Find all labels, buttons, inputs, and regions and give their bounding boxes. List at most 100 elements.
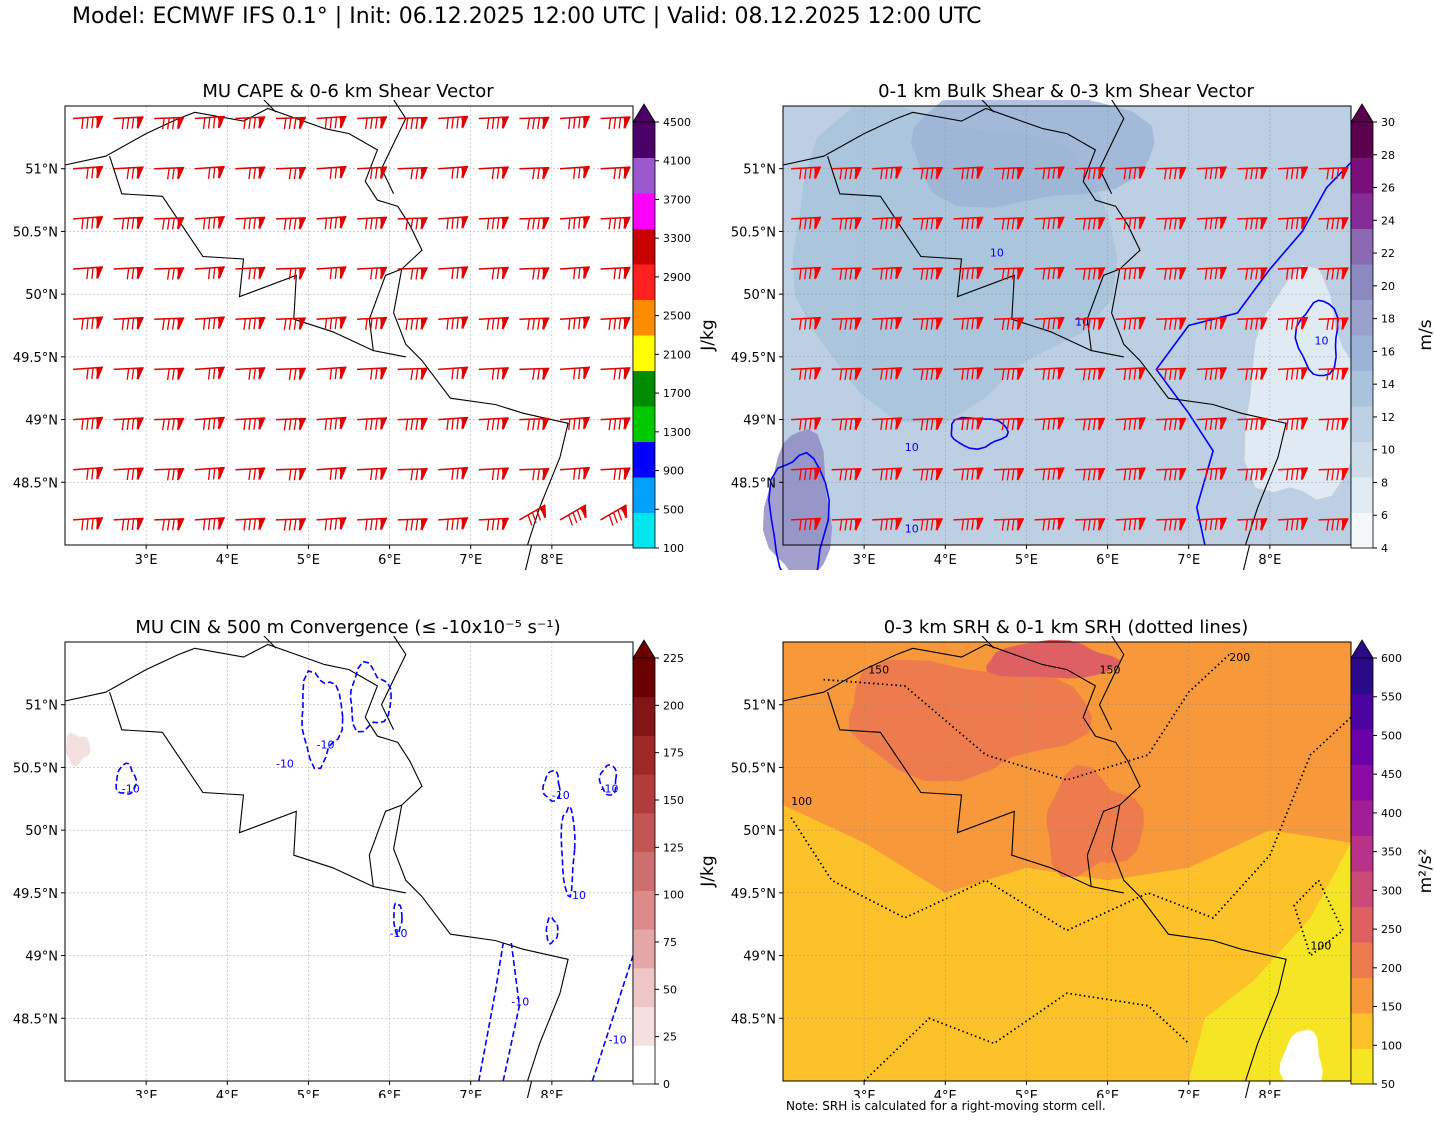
- convergence-contour: [541, 769, 561, 803]
- barb-flag: [501, 518, 505, 530]
- barb-flag: [496, 468, 500, 480]
- barb-flag: [573, 368, 576, 380]
- barb-flag: [961, 469, 965, 481]
- barb-flag: [895, 317, 898, 330]
- barb-flag: [1204, 418, 1208, 431]
- y-tick-label: 49°N: [25, 414, 58, 429]
- barb-flag: [1178, 318, 1182, 330]
- barb-flag: [1326, 469, 1330, 481]
- barb-flag: [1016, 368, 1020, 380]
- contour-line: [950, 416, 1010, 451]
- barb-shaft: [559, 115, 590, 120]
- convergence-contour: [301, 670, 344, 770]
- barb-flag: [1001, 368, 1005, 381]
- barb-flag: [1326, 218, 1330, 230]
- x-tick-label: 8°E: [1258, 1089, 1281, 1098]
- contour-label: -10: [317, 739, 335, 752]
- barb-flag: [207, 267, 211, 280]
- barb-flag: [1250, 218, 1254, 230]
- colorbar-segment: [1351, 1048, 1373, 1085]
- barb-flag: [496, 217, 500, 230]
- colorbar-tick-label: 10: [1381, 444, 1395, 457]
- cin-patch: [66, 732, 91, 767]
- barb-flag: [334, 167, 338, 179]
- barb-flag: [920, 268, 924, 280]
- barb-flag: [131, 117, 135, 129]
- barb-flag: [809, 368, 812, 380]
- colorbar-tick-label: 500: [1381, 729, 1402, 742]
- barb-flag: [1057, 267, 1061, 279]
- x-tick-label: 6°E: [378, 553, 401, 568]
- colorbar-tick-label: 6: [1381, 509, 1388, 522]
- y-tick-label: 50°N: [743, 288, 776, 303]
- barb-flag: [1250, 418, 1254, 431]
- barb-flag: [1341, 318, 1345, 330]
- barb-flag: [1047, 218, 1051, 230]
- barb-flag: [176, 117, 180, 129]
- barb-flag: [212, 267, 216, 279]
- barb-flag: [217, 417, 221, 430]
- barb-flag: [885, 218, 888, 230]
- colorbar-tick-label: 2900: [663, 271, 691, 284]
- barb-flag: [166, 218, 170, 230]
- barb-flag: [1178, 518, 1182, 531]
- barb-flag: [809, 468, 812, 480]
- barb-flag: [1138, 468, 1142, 480]
- barb-flag: [532, 168, 536, 180]
- border-line: [1242, 544, 1251, 570]
- barb-flag: [1300, 167, 1304, 179]
- barb-flag: [207, 318, 211, 330]
- contour-label: -10: [601, 783, 619, 796]
- barb-flag: [971, 267, 975, 280]
- barb-flag: [91, 367, 94, 380]
- barb-flag: [253, 217, 257, 230]
- barb-flag: [1047, 268, 1051, 280]
- barb-flag: [446, 418, 449, 431]
- barb-flag: [844, 218, 848, 230]
- barb-flag: [1001, 318, 1005, 331]
- barb-flag: [578, 267, 581, 279]
- barb-flag: [380, 267, 383, 279]
- barb-flag: [618, 217, 622, 230]
- barb-flag: [1260, 217, 1264, 230]
- barb-flag: [171, 468, 175, 481]
- barb-flag: [1097, 318, 1101, 330]
- shear-band: [911, 100, 1155, 208]
- barb-flag: [451, 518, 454, 531]
- country-borders: [782, 636, 1287, 1098]
- barb-flag: [583, 367, 586, 379]
- barb-flag: [930, 418, 934, 431]
- barb-flag: [617, 509, 623, 521]
- barb-flag: [461, 267, 464, 279]
- barb-flag: [1336, 519, 1340, 531]
- colorbar-segment: [1351, 157, 1373, 194]
- barb-flag: [217, 217, 221, 229]
- colorbar-segment: [633, 1006, 655, 1046]
- barb-flag: [1255, 318, 1259, 330]
- barb-flag: [1006, 168, 1010, 180]
- colorbar-tick-label: 18: [1381, 313, 1395, 326]
- colorbar-tick-label: 30: [1381, 116, 1395, 129]
- contour-label: 10: [1075, 316, 1089, 329]
- barb-flag: [920, 519, 924, 531]
- barb-flag: [930, 268, 934, 280]
- barb-flag: [461, 467, 464, 480]
- colorbar-segment: [1351, 764, 1373, 801]
- barb-flag: [248, 268, 252, 280]
- barb-flag: [1255, 519, 1259, 531]
- barb-flag: [1128, 368, 1132, 380]
- barb-flag: [1006, 418, 1010, 431]
- barb-flag: [1260, 368, 1264, 380]
- barb-flag: [375, 368, 378, 380]
- barb-flag: [161, 218, 165, 230]
- barb-flag: [121, 318, 125, 330]
- barb-flag: [576, 509, 582, 521]
- srh-band: [848, 659, 1093, 782]
- barb-flag: [1042, 318, 1046, 330]
- x-tick-label: 7°E: [459, 553, 482, 568]
- barb-flag: [136, 468, 140, 480]
- colorbar-frame: [632, 121, 656, 549]
- border-line: [827, 692, 1124, 894]
- barb-flag: [365, 519, 368, 531]
- colorbar-extend-arrow: [1350, 103, 1374, 123]
